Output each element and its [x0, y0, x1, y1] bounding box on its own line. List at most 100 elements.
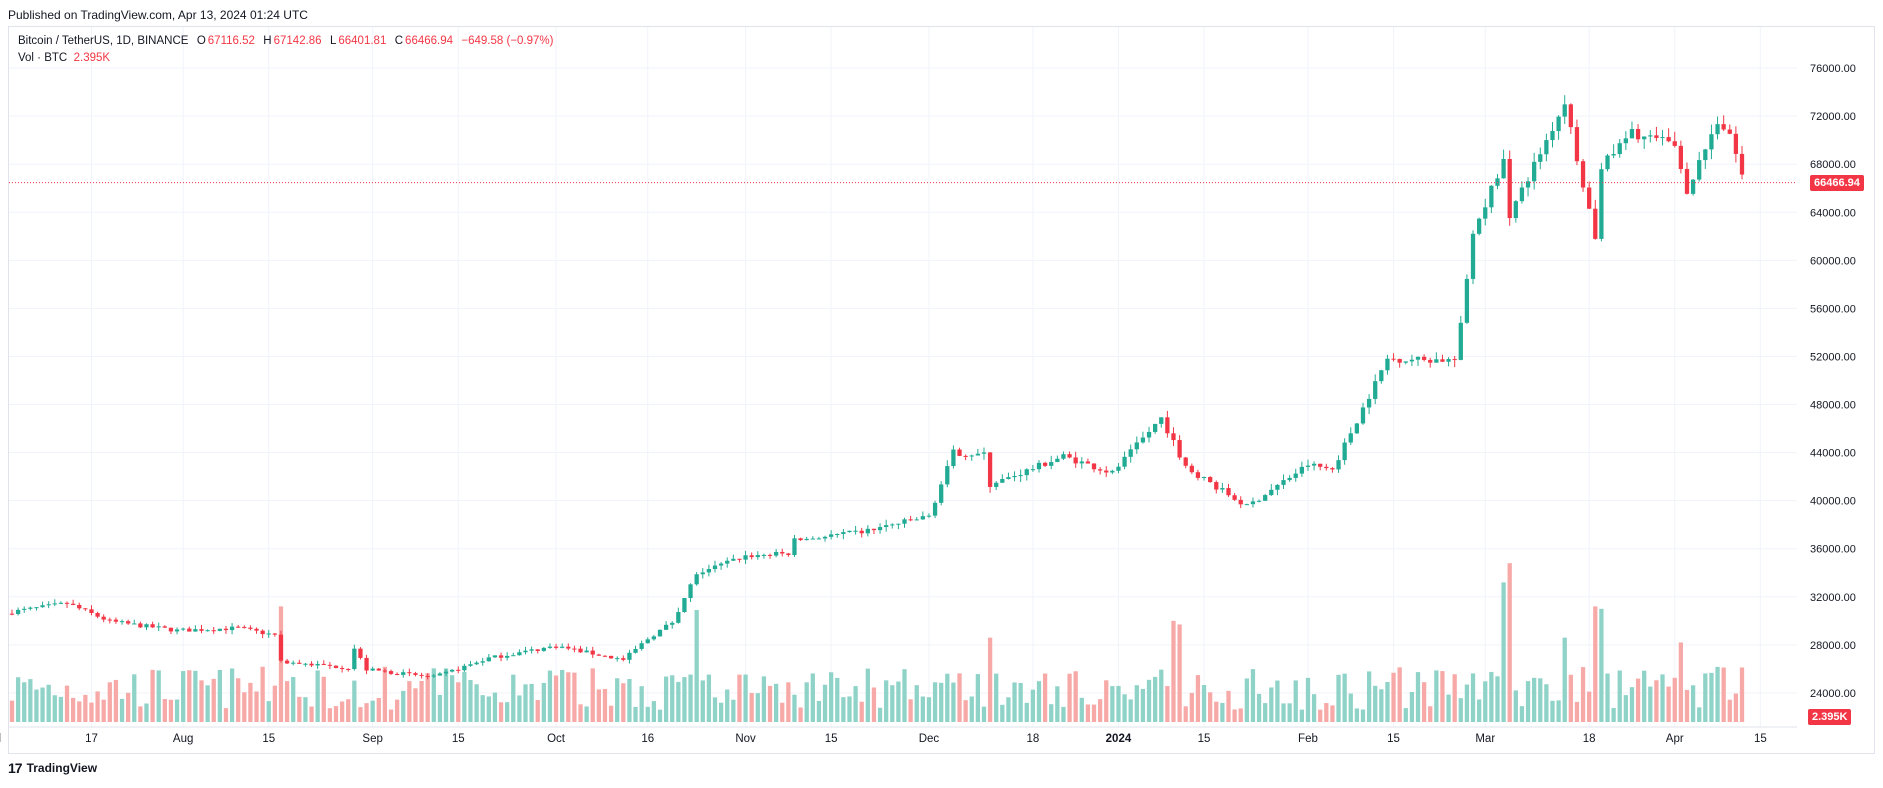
- volume-bar: [1140, 688, 1146, 722]
- candle-body: [1605, 155, 1610, 170]
- candle-body: [651, 636, 657, 640]
- volume-legend-label[interactable]: Vol · BTC: [18, 52, 68, 64]
- candle-body: [333, 665, 339, 668]
- time-tick-label: 18: [1583, 733, 1596, 745]
- candle-body: [865, 528, 870, 534]
- time-tick-label: Dec: [919, 733, 940, 745]
- volume-bar: [951, 682, 956, 722]
- candle-body: [327, 664, 333, 666]
- volume-legend-row: Vol · BTC 2.395K: [18, 52, 110, 64]
- volume-bar: [1134, 685, 1139, 722]
- candle-body: [1666, 137, 1671, 142]
- time-tick-label: Nov: [735, 733, 756, 745]
- chart-frame: [8, 26, 1875, 754]
- candle-body: [492, 655, 498, 658]
- candle-body: [83, 608, 88, 610]
- volume-bar: [1189, 692, 1194, 722]
- candle-body: [1727, 129, 1732, 134]
- candle-body: [1122, 456, 1127, 467]
- volume-bar: [572, 672, 577, 722]
- volume-bar: [1342, 673, 1347, 722]
- volume-bar: [1110, 686, 1115, 722]
- price-axis: 24000.00 28000.00 32000.00 36000.00 40000.00…: [1810, 63, 1856, 700]
- candle-body: [223, 628, 229, 631]
- volume-bar: [804, 682, 809, 722]
- volume-bar: [608, 705, 614, 722]
- volume-bar: [829, 672, 834, 722]
- volume-bar: [468, 680, 473, 722]
- volume-bar: [835, 677, 840, 722]
- time-tick-label: 15: [262, 733, 275, 745]
- candle-body: [633, 648, 638, 653]
- candle-body: [144, 624, 149, 628]
- volume-bar: [1000, 704, 1005, 722]
- candle-body: [1336, 460, 1341, 470]
- volume-bar: [1214, 701, 1219, 722]
- volume-bar: [1165, 686, 1170, 722]
- candle-body: [126, 621, 131, 624]
- volume-legend-value: 2.395K: [73, 52, 111, 64]
- time-tick-label: Apr: [1666, 733, 1684, 745]
- candle-body: [816, 538, 822, 540]
- legend-symbol[interactable]: Bitcoin / TetherUS, 1D, BINANCE: [18, 35, 189, 47]
- candle-body: [95, 612, 100, 617]
- time-tick-label: 15: [825, 733, 838, 745]
- volume-bar: [1421, 682, 1427, 722]
- candle-body: [248, 627, 253, 629]
- time-tick-label: 16: [641, 733, 654, 745]
- candle-body: [731, 558, 736, 561]
- volume-bar: [896, 681, 901, 722]
- candle-body: [352, 648, 357, 670]
- volume-bar: [1104, 680, 1109, 722]
- volume-bar: [1153, 676, 1158, 722]
- volume-bar: [382, 666, 388, 722]
- volume-bar: [1513, 690, 1518, 722]
- candle-body: [1495, 178, 1500, 186]
- volume-bar: [1415, 672, 1421, 722]
- candle-body: [712, 565, 718, 570]
- volume-bar: [1030, 689, 1036, 722]
- candle-body: [1049, 462, 1054, 466]
- candle-body: [413, 673, 418, 675]
- volume-bar: [700, 680, 705, 722]
- candle-body: [1012, 476, 1017, 478]
- volume-bar: [70, 697, 76, 722]
- volume-bar: [46, 684, 51, 722]
- volume-bar: [413, 688, 418, 722]
- candle-body: [1201, 476, 1207, 478]
- candle-body: [1159, 417, 1164, 424]
- volume-bar: [1146, 679, 1152, 722]
- candle-body: [1642, 136, 1647, 140]
- volume-bar: [841, 697, 846, 722]
- candle-body: [1599, 169, 1604, 239]
- candle-body: [1428, 359, 1433, 363]
- candle-body: [1476, 218, 1482, 234]
- volume-bar: [816, 700, 822, 722]
- volume-bar: [1366, 671, 1372, 722]
- volume-bar: [663, 676, 669, 722]
- candle-body: [486, 657, 491, 662]
- candle-body: [884, 525, 889, 528]
- volume-bar: [248, 682, 253, 722]
- candle-body: [437, 673, 443, 676]
- volume-bar: [1684, 689, 1690, 722]
- candle-body: [688, 584, 693, 599]
- candle-body: [1391, 358, 1396, 360]
- candle-body: [1550, 131, 1555, 141]
- candle-body: [835, 533, 840, 535]
- candle-body: [1275, 484, 1280, 490]
- candle-body: [1593, 208, 1598, 239]
- volume-bar: [443, 668, 449, 722]
- volume-bar: [1360, 709, 1366, 722]
- candle-body: [780, 551, 785, 554]
- volume-bar: [1250, 669, 1256, 722]
- candle-body: [761, 554, 767, 556]
- time-tick-label: Oct: [547, 733, 566, 745]
- candle-body: [969, 455, 974, 457]
- candle-body: [547, 646, 553, 648]
- candle-body: [1587, 187, 1592, 209]
- candle-body: [1232, 495, 1237, 500]
- volume-bar: [394, 699, 400, 722]
- tradingview-brand[interactable]: 17 TradingView: [8, 760, 97, 776]
